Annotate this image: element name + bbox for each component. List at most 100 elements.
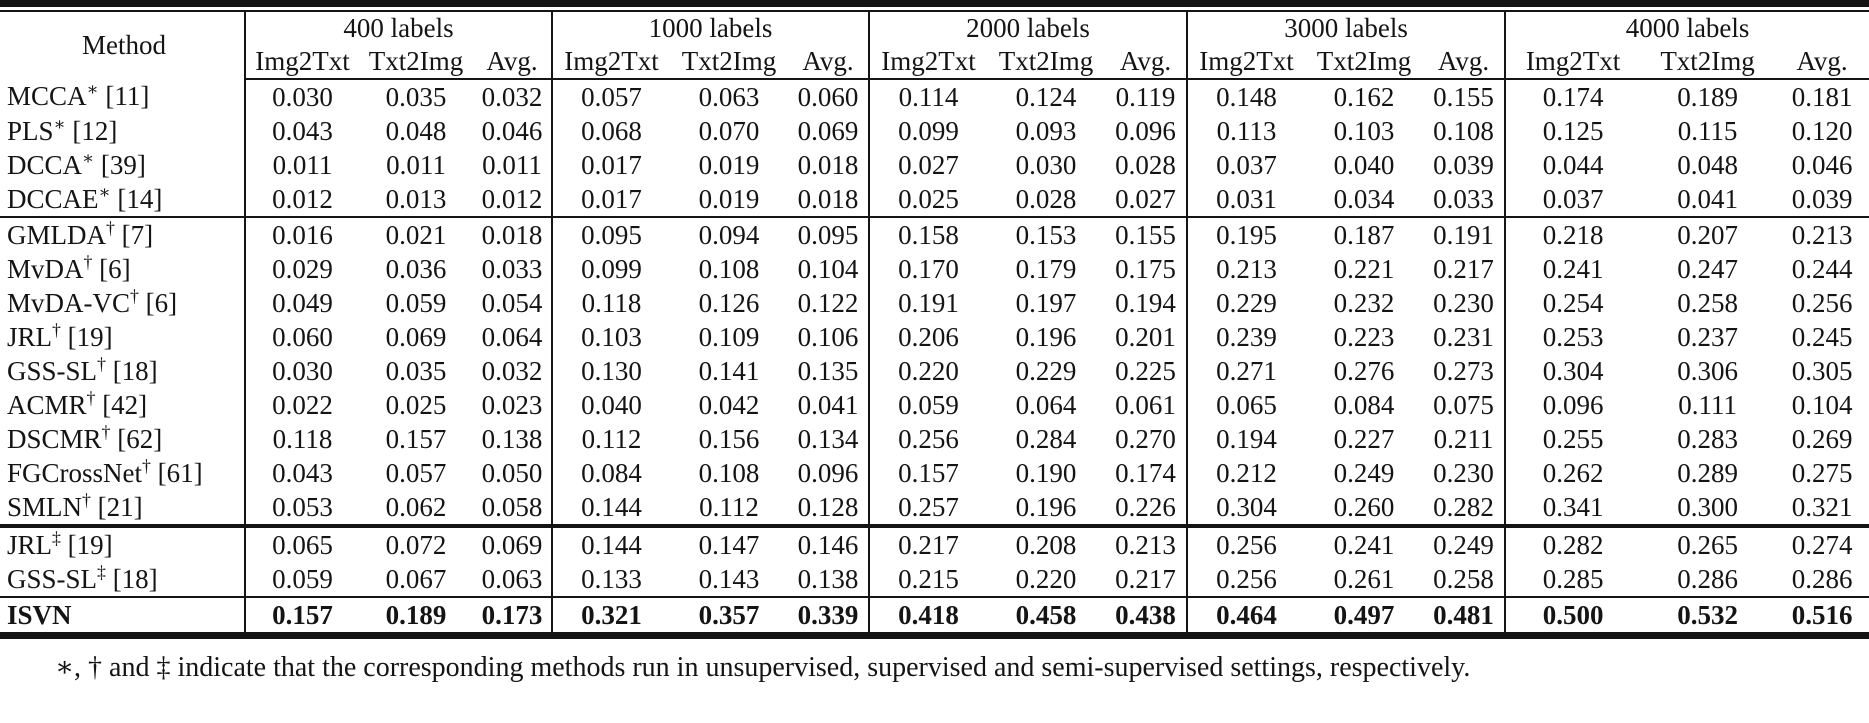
value-cell: 0.095 bbox=[551, 216, 671, 252]
value-cell: 0.148 bbox=[1186, 79, 1306, 114]
value-cell: 0.174 bbox=[1115, 457, 1176, 488]
sub-header-row: Img2Txt Txt2Img Avg. Img2Txt Txt2Img Avg… bbox=[0, 45, 1869, 80]
value-cell: 0.304 bbox=[1186, 490, 1306, 526]
value-cell: 0.063 bbox=[481, 563, 543, 594]
col-header-txt2img: Txt2Img bbox=[1305, 45, 1424, 80]
method-cell: MvDA-VC† [6] bbox=[7, 286, 178, 318]
value-cell: 0.135 bbox=[797, 355, 859, 386]
value-cell: 0.230 bbox=[1433, 457, 1494, 488]
value-cell: 0.122 bbox=[797, 287, 859, 318]
method-setting-marker: † bbox=[82, 490, 91, 510]
value-cell: 0.027 bbox=[1115, 183, 1176, 214]
value-cell: 0.217 bbox=[868, 524, 988, 562]
value-cell: 0.257 bbox=[868, 490, 988, 526]
value-cell: 0.067 bbox=[385, 563, 447, 594]
value-cell: 0.108 bbox=[698, 457, 760, 488]
value-cell: 0.189 bbox=[1677, 81, 1738, 112]
value-cell: 0.241 bbox=[1305, 524, 1424, 562]
value-cell: 0.155 bbox=[1433, 81, 1494, 112]
value-cell: 0.094 bbox=[670, 216, 789, 252]
value-cell: 0.253 bbox=[1504, 320, 1641, 354]
value-cell: 0.215 bbox=[868, 562, 988, 597]
value-cell: 0.028 bbox=[1015, 183, 1077, 214]
method-column-header: Method bbox=[82, 30, 166, 61]
value-cell: 0.118 bbox=[244, 422, 359, 456]
value-cell: 0.155 bbox=[1105, 216, 1188, 252]
method-cell: DCCAE∗ [14] bbox=[7, 182, 163, 214]
value-cell: 0.158 bbox=[868, 216, 988, 252]
value-cell: 0.162 bbox=[1333, 81, 1395, 112]
value-cell: 0.282 bbox=[1504, 524, 1641, 562]
method-cell: DCCA∗ [39] bbox=[7, 148, 146, 180]
value-cell: 0.220 bbox=[1015, 563, 1077, 594]
value-cell: 0.050 bbox=[481, 457, 543, 488]
value-cell: 0.143 bbox=[698, 563, 760, 594]
value-cell: 0.181 bbox=[1791, 81, 1853, 112]
value-cell: 0.039 bbox=[1791, 183, 1853, 214]
value-cell: 0.068 bbox=[551, 114, 671, 148]
group-header-4000: 4000 labels bbox=[1504, 11, 1869, 45]
method-setting-marker: ‡ bbox=[52, 527, 61, 548]
value-cell: 0.227 bbox=[1333, 423, 1395, 454]
table-top-rule bbox=[0, 0, 1869, 7]
value-cell: 0.120 bbox=[1791, 115, 1853, 146]
value-cell: 0.213 bbox=[1105, 524, 1188, 562]
value-cell: 0.241 bbox=[1504, 252, 1641, 286]
value-cell: 0.115 bbox=[1677, 115, 1738, 146]
value-cell: 0.022 bbox=[244, 388, 359, 422]
value-cell: 0.438 bbox=[1105, 596, 1188, 636]
value-cell: 0.231 bbox=[1433, 321, 1494, 352]
table-row: ACMR† [42] 0.022 0.025 0.023 0.040 0.042 0.041… bbox=[0, 388, 1869, 422]
group-header-1000: 1000 labels bbox=[551, 11, 870, 45]
value-cell: 0.270 bbox=[1115, 423, 1176, 454]
value-cell: 0.032 bbox=[481, 81, 543, 112]
value-cell: 0.221 bbox=[1333, 253, 1395, 284]
table-row: MCCA∗ [11] 0.030 0.035 0.032 0.057 0.063 0.060… bbox=[0, 79, 1869, 114]
value-cell: 0.339 bbox=[788, 596, 870, 636]
method-setting-marker: † bbox=[97, 354, 106, 374]
value-cell: 0.042 bbox=[698, 389, 760, 420]
value-cell: 0.217 bbox=[1433, 253, 1494, 284]
table-footnote: ∗, † and ‡ indicate that the correspondi… bbox=[55, 652, 1471, 683]
group-header-row: Method 400 labels 1000 labels 2000 label… bbox=[0, 11, 1869, 60]
value-cell: 0.269 bbox=[1791, 423, 1853, 454]
value-cell: 0.174 bbox=[1504, 79, 1641, 114]
value-cell: 0.103 bbox=[551, 320, 671, 354]
value-cell: 0.037 bbox=[1186, 148, 1306, 182]
method-cell: MCCA∗ [11] bbox=[7, 79, 150, 112]
value-cell: 0.027 bbox=[868, 148, 988, 182]
value-cell: 0.025 bbox=[868, 182, 988, 217]
method-setting-marker: † bbox=[52, 320, 61, 340]
value-cell: 0.099 bbox=[868, 114, 988, 148]
value-cell: 0.146 bbox=[788, 524, 870, 562]
value-cell: 0.213 bbox=[1775, 216, 1869, 252]
value-cell: 0.046 bbox=[1791, 149, 1853, 180]
value-cell: 0.500 bbox=[1504, 596, 1641, 636]
method-setting-marker: † bbox=[101, 422, 111, 442]
value-cell: 0.012 bbox=[244, 182, 359, 217]
value-cell: 0.213 bbox=[1186, 252, 1306, 286]
value-cell: 0.232 bbox=[1333, 287, 1395, 318]
value-cell: 0.304 bbox=[1504, 354, 1641, 388]
value-cell: 0.271 bbox=[1186, 354, 1306, 388]
value-cell: 0.244 bbox=[1791, 253, 1853, 284]
value-cell: 0.128 bbox=[797, 491, 859, 522]
value-cell: 0.282 bbox=[1433, 491, 1494, 522]
value-cell: 0.237 bbox=[1677, 321, 1738, 352]
value-cell: 0.273 bbox=[1433, 355, 1494, 386]
value-cell: 0.283 bbox=[1677, 423, 1738, 454]
table-row: GSS-SL† [18] 0.030 0.035 0.032 0.130 0.141 0.1… bbox=[0, 354, 1869, 388]
col-header-avg: Avg. bbox=[1105, 45, 1188, 80]
value-cell: 0.256 bbox=[868, 422, 988, 456]
value-cell: 0.254 bbox=[1504, 286, 1641, 320]
col-header-txt2img: Txt2Img bbox=[987, 45, 1106, 80]
value-cell: 0.019 bbox=[698, 183, 760, 214]
value-cell: 0.212 bbox=[1186, 456, 1306, 490]
value-cell: 0.041 bbox=[797, 389, 859, 420]
value-cell: 0.157 bbox=[385, 423, 447, 454]
value-cell: 0.258 bbox=[1433, 563, 1494, 594]
value-cell: 0.284 bbox=[1015, 423, 1077, 454]
value-cell: 0.018 bbox=[797, 183, 859, 214]
value-cell: 0.261 bbox=[1333, 563, 1395, 594]
value-cell: 0.096 bbox=[1504, 388, 1641, 422]
